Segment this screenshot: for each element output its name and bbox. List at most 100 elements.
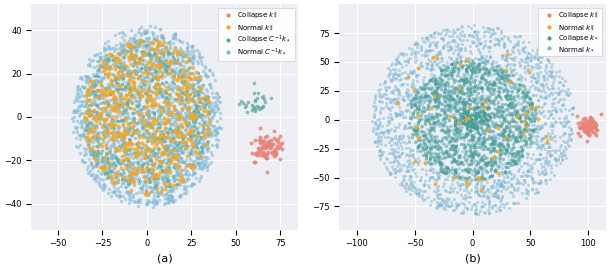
Point — [509, 63, 519, 68]
Point — [473, 62, 483, 67]
Point — [550, 74, 560, 79]
Point — [459, 138, 468, 143]
Point — [114, 125, 124, 129]
Point — [506, 183, 516, 187]
Point — [450, 123, 460, 128]
Point — [428, 139, 437, 143]
Point — [412, 125, 422, 129]
Point — [149, 176, 159, 180]
Point — [480, 167, 490, 172]
Point — [508, 116, 518, 120]
Point — [134, 120, 143, 124]
Point — [560, 140, 570, 144]
Point — [477, 172, 487, 176]
Point — [165, 102, 175, 106]
Point — [198, 101, 207, 106]
Point — [496, 72, 506, 76]
Point — [123, 183, 133, 187]
Point — [93, 145, 103, 149]
Point — [454, 121, 464, 125]
Point — [156, 190, 166, 195]
Point — [534, 88, 544, 92]
Point — [475, 109, 484, 113]
Point — [479, 111, 489, 116]
Point — [162, 40, 172, 45]
Point — [407, 135, 417, 139]
Point — [82, 103, 92, 107]
Point — [203, 100, 213, 104]
Point — [88, 148, 98, 152]
Point — [540, 159, 550, 163]
Point — [141, 188, 151, 192]
Point — [478, 60, 488, 64]
Point — [193, 130, 203, 135]
Point — [187, 130, 197, 135]
Point — [498, 77, 508, 81]
Point — [464, 102, 474, 106]
Point — [148, 189, 157, 193]
Point — [138, 125, 148, 129]
Point — [142, 92, 152, 96]
Point — [149, 111, 159, 115]
Point — [184, 110, 193, 114]
Point — [178, 160, 187, 165]
Point — [433, 155, 443, 159]
Point — [123, 168, 133, 172]
Point — [506, 182, 516, 186]
Point — [98, 163, 107, 167]
Point — [475, 141, 484, 145]
Point — [142, 158, 152, 163]
Point — [152, 87, 162, 92]
Point — [151, 82, 161, 86]
Point — [525, 109, 534, 114]
Point — [139, 133, 149, 137]
Point — [162, 157, 172, 161]
Point — [423, 81, 433, 85]
Point — [470, 102, 480, 106]
Point — [160, 73, 170, 78]
Point — [546, 65, 556, 70]
Point — [490, 162, 500, 166]
Point — [184, 120, 194, 124]
Point — [390, 111, 400, 116]
Point — [156, 90, 165, 95]
Point — [134, 158, 143, 162]
Point — [436, 192, 445, 196]
Point — [155, 40, 165, 44]
Point — [151, 81, 161, 86]
Point — [71, 127, 81, 132]
Point — [135, 81, 145, 85]
Point — [522, 173, 532, 178]
Point — [113, 76, 123, 80]
Point — [106, 52, 116, 56]
Point — [453, 158, 463, 163]
Point — [546, 70, 556, 74]
Point — [163, 49, 173, 53]
Point — [98, 96, 107, 100]
Point — [81, 152, 90, 157]
Point — [181, 49, 191, 53]
Point — [180, 128, 190, 132]
Point — [77, 134, 87, 138]
Point — [188, 85, 198, 90]
Point — [475, 100, 485, 104]
Point — [443, 97, 453, 101]
Point — [93, 113, 103, 117]
Point — [411, 96, 421, 100]
Point — [436, 87, 446, 91]
Point — [99, 155, 109, 159]
Point — [469, 168, 479, 172]
Point — [79, 146, 88, 150]
Point — [549, 101, 559, 105]
Point — [447, 160, 457, 165]
Point — [147, 162, 157, 167]
Point — [122, 132, 132, 136]
Point — [429, 121, 439, 125]
Point — [132, 44, 142, 49]
Point — [185, 97, 195, 101]
Point — [436, 31, 446, 35]
Point — [453, 27, 462, 31]
Point — [501, 75, 511, 80]
Point — [131, 128, 140, 132]
Point — [181, 164, 191, 168]
